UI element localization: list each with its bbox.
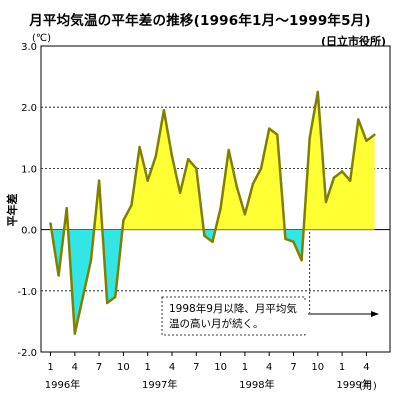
data-point [219, 206, 222, 210]
data-point [211, 240, 214, 244]
data-point [57, 274, 60, 277]
area-positive [50, 91, 375, 230]
data-point [114, 295, 117, 299]
x-tick-label: 7 [96, 362, 102, 373]
data-point [178, 191, 182, 195]
y-tick-label: 1.0 [21, 164, 37, 175]
x-tick-label: 1 [145, 362, 151, 373]
data-point [357, 118, 360, 121]
year-label: 1996年 [45, 378, 80, 391]
data-point [243, 213, 247, 216]
data-point [170, 154, 174, 158]
data-point [122, 219, 125, 222]
data-point [130, 203, 133, 207]
data-point [268, 127, 271, 130]
y-tick-label: 2.0 [21, 103, 37, 114]
x-tick-label: 4 [72, 362, 78, 373]
x-tick-label: 1 [47, 362, 53, 373]
data-point [235, 185, 238, 188]
annotation-text: 1998年9月以降、月平均気温の高い月が続く。 [166, 300, 308, 334]
data-point [308, 136, 311, 139]
data-point [340, 170, 344, 173]
data-point [284, 237, 287, 240]
x-tick-label: 4 [169, 362, 175, 373]
data-point [154, 154, 157, 158]
x-tick-label: 1 [339, 362, 345, 373]
data-point [203, 234, 206, 237]
data-point [349, 179, 352, 182]
x-tick-label: 4 [363, 362, 369, 373]
x-tick-label: 10 [117, 362, 130, 373]
y-tick-label: 3.0 [21, 42, 37, 53]
x-tick-label: 7 [290, 362, 296, 373]
data-point [65, 206, 68, 210]
y-tick-label: 0.0 [21, 226, 37, 237]
data-point [365, 139, 368, 143]
data-point [73, 332, 77, 335]
y-axis-unit: (℃) [32, 33, 52, 44]
chart-source: (日立市役所) [320, 35, 386, 48]
data-point [138, 145, 141, 149]
x-tick-label: 10 [311, 362, 324, 373]
year-label: 1999年 [336, 378, 371, 391]
data-point [146, 179, 149, 182]
data-point [332, 176, 336, 179]
year-label: 1998年 [239, 378, 274, 391]
data-point [251, 182, 255, 185]
plot-frame [40, 45, 391, 353]
data-point [300, 259, 303, 262]
data-point [227, 148, 230, 152]
data-point [195, 167, 198, 170]
data-point [187, 158, 190, 161]
y-tick-label: -1.0 [17, 287, 37, 298]
x-tick-label: 10 [214, 362, 227, 373]
x-tick-label: 7 [193, 362, 199, 373]
data-point [49, 222, 52, 225]
x-tick-label: 1 [242, 362, 248, 373]
data-point [276, 133, 279, 136]
data-point [292, 240, 295, 244]
x-axis-unit: (月) [359, 381, 377, 392]
data-point [324, 200, 328, 204]
year-label: 1997年 [142, 378, 177, 391]
data-point [81, 295, 85, 299]
area-negative [50, 229, 375, 334]
data-point [259, 167, 263, 170]
data-point [106, 301, 109, 305]
data-point [89, 259, 93, 262]
x-tick-label: 4 [266, 362, 272, 373]
chart-title: 月平均気温の平年差の推移(1996年1月～1999年5月) [29, 13, 371, 29]
data-point [162, 109, 166, 112]
data-point [373, 133, 376, 136]
data-point [316, 90, 319, 94]
data-point [97, 179, 101, 182]
y-tick-label: -2.0 [17, 348, 37, 359]
